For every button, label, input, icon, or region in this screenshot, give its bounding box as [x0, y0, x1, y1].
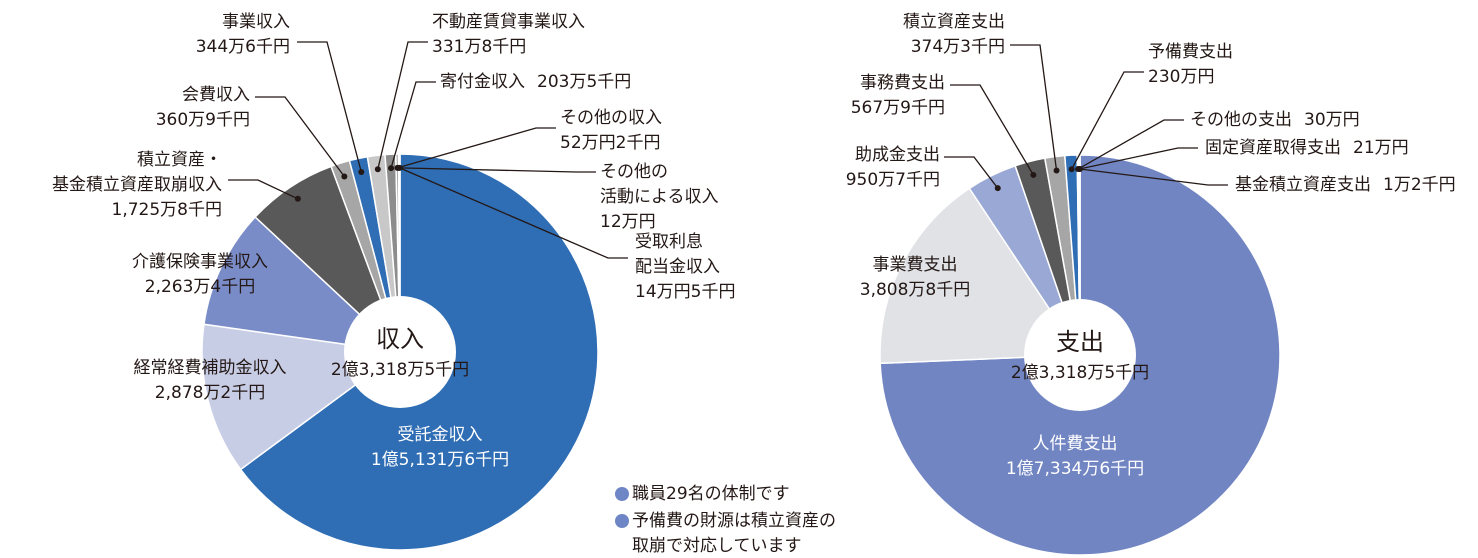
note-bullet [615, 487, 629, 501]
slice-value-label: 2,878万2千円 [155, 383, 265, 403]
center-label: 2億3,318万5千円 [331, 360, 469, 380]
slice-label: 積立資産支出 [903, 12, 1005, 32]
leader-line [1077, 119, 1184, 170]
slice-value-label: 2,263万4千円 [145, 277, 255, 297]
leader-line [377, 41, 428, 170]
leader-line [397, 127, 556, 169]
slice-label: 介護保険事業収入 [132, 252, 268, 272]
note-bullet [615, 514, 629, 528]
slice-label: 助成金支出 [855, 145, 940, 165]
slice-value-label: 21万円 [1353, 138, 1409, 158]
leader-dot [358, 168, 365, 175]
leader-line [297, 41, 362, 173]
slice-value-label: 950万7千円 [846, 170, 940, 190]
center-title: 収入 [376, 325, 424, 353]
center-label: 2億3,318万5千円 [1011, 363, 1149, 383]
leader-line [944, 156, 999, 189]
slice-label: 積立資産・基金積立資産取崩収入 [52, 150, 222, 195]
slice-value-label: 344万6千円 [196, 37, 290, 57]
slice-value-label: 1,725万8千円 [112, 200, 222, 220]
slice-value-label: 230万円 [1148, 67, 1214, 87]
slice-value-label: 360万9千円 [156, 110, 250, 130]
slice-value-label: 12万円 [600, 212, 656, 232]
leader-line [390, 81, 436, 169]
slice-label: 経常経費補助金収入 [134, 358, 287, 378]
slice-label: 不動産賃貸事業収入 [432, 12, 585, 32]
slice-value-label: 1億5,131万6千円 [371, 450, 509, 470]
slice-value-label: 374万3千円 [911, 37, 1005, 57]
slice-label: 受託金収入 [398, 425, 483, 445]
slice-value-label: 30万円 [1304, 110, 1360, 130]
leader-dot [294, 195, 301, 202]
leader-line [228, 179, 299, 200]
leader-line [255, 96, 345, 177]
leader-dot [1030, 171, 1037, 178]
slice-label: その他の支出 [1190, 110, 1292, 130]
slice-label: 事業費支出 [873, 255, 958, 275]
leader-line [950, 84, 1034, 176]
slice-label: 固定資産取得支出 [1205, 138, 1341, 158]
leader-line [398, 167, 596, 173]
slice-value-label: 14万円5千円 [635, 282, 735, 302]
pie-hole [344, 296, 456, 408]
slice-label: 受取利息配当金収入 [635, 232, 720, 277]
slice-label: 会費収入 [182, 85, 250, 105]
pie-hole [1024, 299, 1136, 411]
leader-line [1079, 147, 1198, 170]
leader-dot [374, 166, 381, 173]
leader-dot [396, 164, 403, 171]
slice-value-label: 567万9千円 [851, 98, 945, 118]
slice-label: 事務費支出 [860, 73, 945, 93]
slice-label: 事業収入 [222, 12, 290, 32]
slice-value-label: 331万8千円 [432, 37, 526, 57]
note: 予備費の財源は積立資産の取崩で対応しています [632, 511, 836, 556]
slice-label: 寄付金収入 [440, 72, 525, 92]
slice-label: 人件費支出 [1033, 434, 1118, 454]
leader-dot [388, 165, 395, 172]
slice-label: 基金積立資産支出 [1235, 175, 1371, 195]
slice-value-label: 3,808万8千円 [860, 280, 970, 300]
pie-slice [879, 187, 1082, 365]
pie-slice [203, 215, 403, 354]
slice-value-label: 52万円2千円 [560, 133, 660, 153]
leader-dot [994, 185, 1001, 192]
center-title: 支出 [1056, 328, 1104, 356]
leader-line [399, 167, 628, 259]
leader-dot [341, 173, 348, 180]
leader-dot [1076, 166, 1083, 172]
slice-value-label: 1億7,334万6千円 [1006, 459, 1144, 479]
slice-label: その他の活動による収入 [600, 162, 719, 207]
pie-slice [398, 153, 401, 353]
leader-line [1071, 71, 1144, 170]
leader-line [1010, 44, 1058, 171]
slice-value-label: 1万2千円 [1383, 175, 1456, 195]
slice-label: 予備費支出 [1148, 42, 1233, 62]
leader-dot [1053, 167, 1060, 174]
slice-value-label: 203万5千円 [537, 72, 631, 92]
note: 職員29名の体制です [632, 484, 790, 504]
leader-line [1079, 168, 1228, 186]
leader-dot [1068, 166, 1075, 173]
slice-label: その他の収入 [560, 108, 662, 128]
